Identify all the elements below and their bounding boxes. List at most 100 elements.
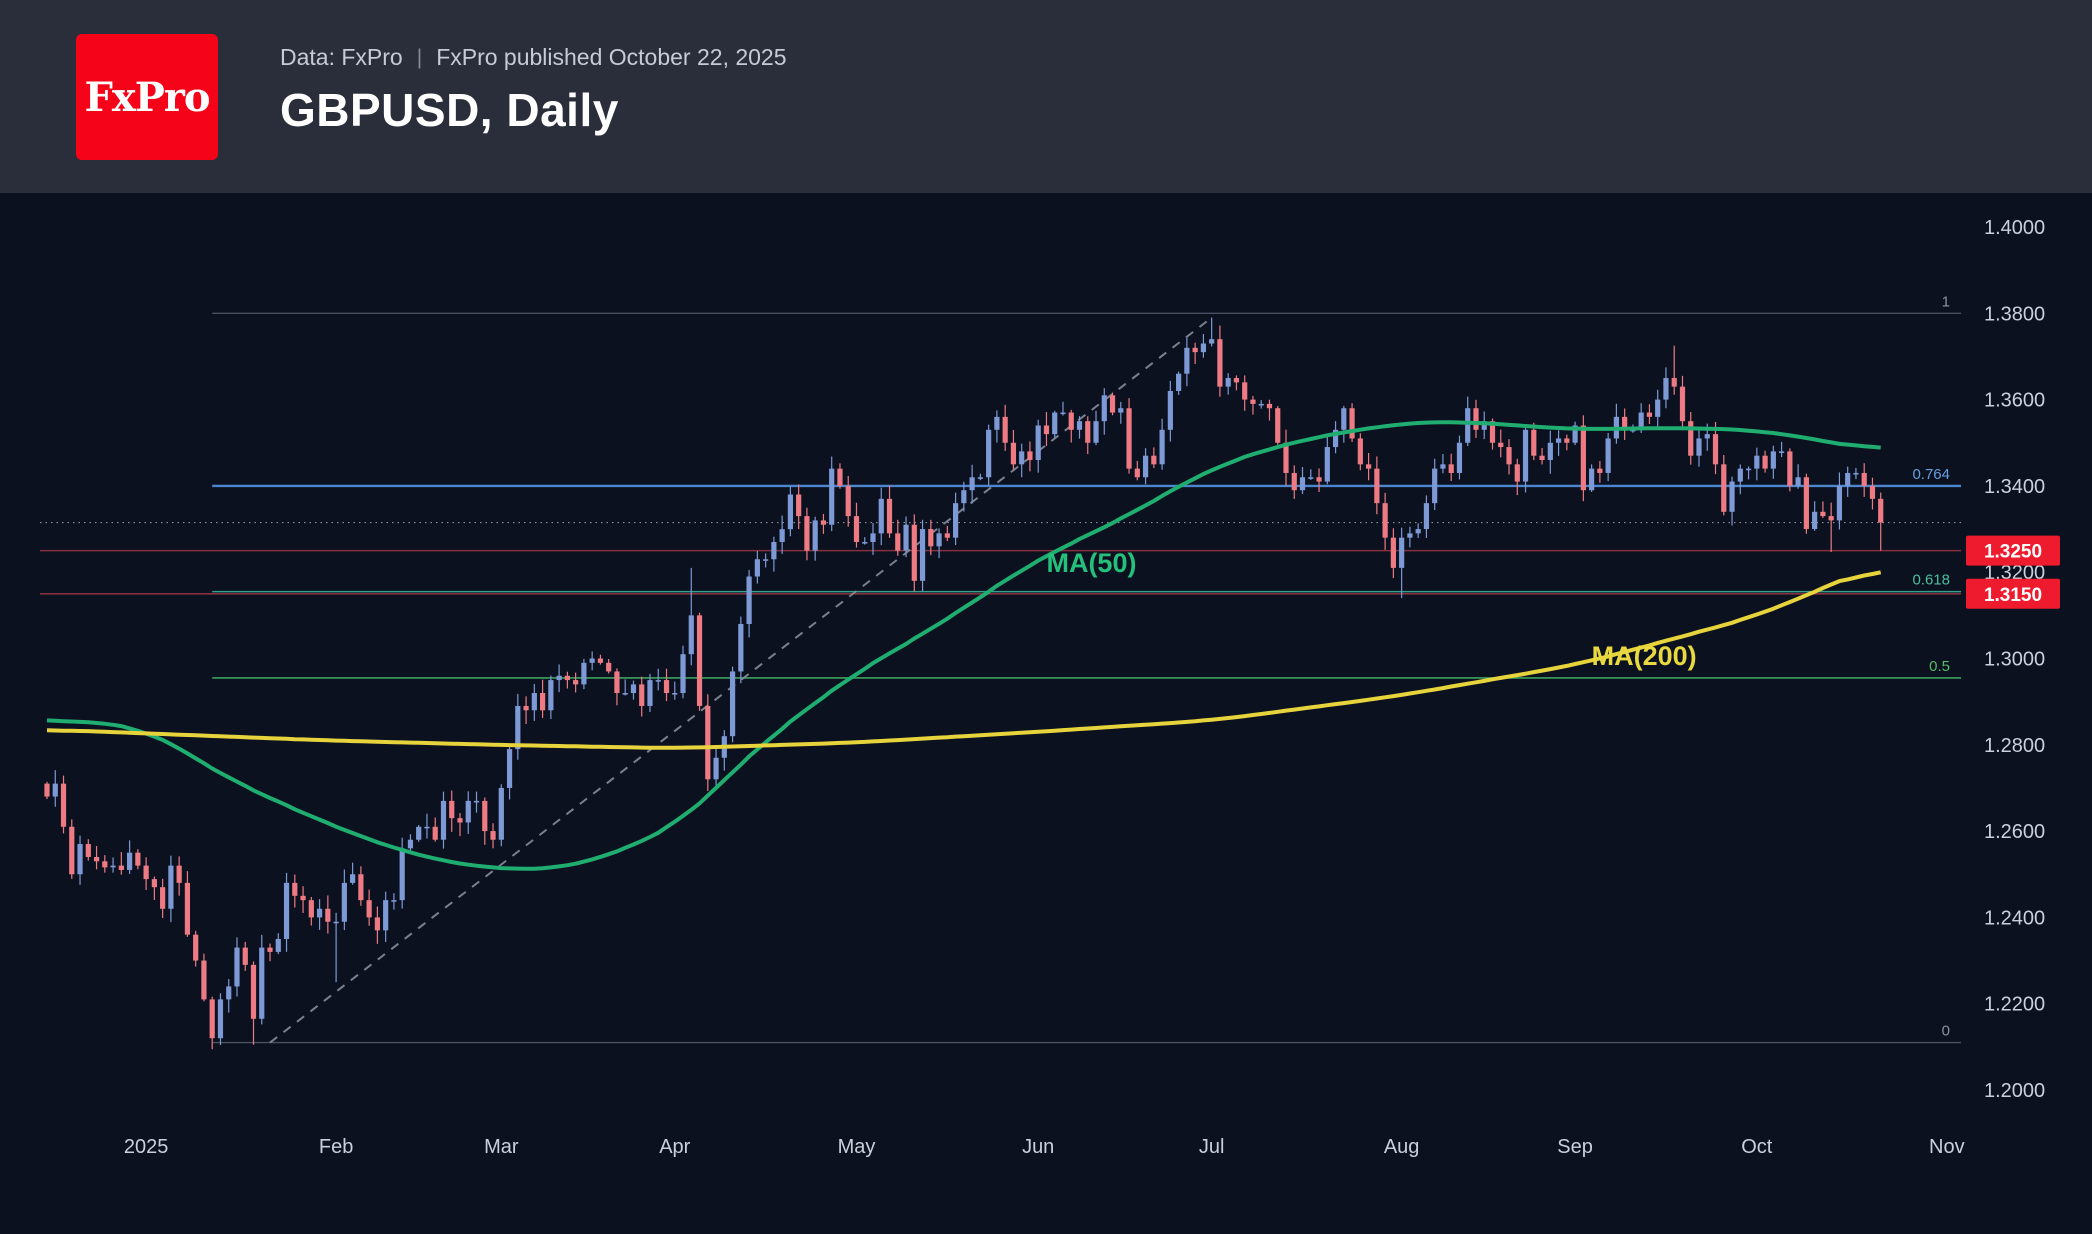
candle: [936, 533, 942, 547]
candle: [1481, 421, 1487, 430]
candle: [1291, 472, 1297, 491]
candle: [738, 623, 744, 672]
published-label: FxPro published October 22, 2025: [436, 44, 787, 70]
candle: [1704, 434, 1710, 439]
candle: [862, 541, 868, 544]
candle: [1159, 429, 1165, 465]
candle: [1539, 455, 1545, 461]
candle: [969, 477, 975, 491]
candle: [771, 541, 777, 560]
candle: [482, 800, 488, 832]
candle: [1184, 347, 1190, 374]
svg-text:Nov: Nov: [1929, 1136, 1965, 1158]
candle: [358, 874, 364, 901]
candle: [1712, 434, 1719, 465]
svg-text:2025: 2025: [124, 1136, 169, 1158]
candle: [77, 844, 83, 875]
candle: [1489, 421, 1496, 443]
candle: [432, 826, 438, 840]
header-text-block: Data: FxPro | FxPro published October 22…: [280, 44, 787, 137]
svg-text:Feb: Feb: [319, 1136, 353, 1158]
time-axis: 2025 Feb Mar Apr May Jun Jul Aug Sep Oct Nov: [124, 1136, 1965, 1158]
candle: [911, 524, 917, 581]
candle: [1142, 455, 1149, 478]
candle: [1382, 503, 1388, 538]
candle: [1828, 516, 1834, 521]
source-line: Data: FxPro | FxPro published October 22…: [280, 44, 787, 71]
candle: [1646, 412, 1653, 417]
candle: [457, 818, 463, 823]
candle: [796, 494, 802, 517]
svg-text:1.2600: 1.2600: [1984, 821, 2045, 843]
candle: [1688, 421, 1694, 456]
candle: [1332, 429, 1339, 448]
candle: [1126, 408, 1132, 469]
svg-text:Apr: Apr: [659, 1136, 690, 1158]
candle: [812, 520, 818, 551]
candle: [325, 908, 331, 922]
candle: [1432, 468, 1438, 504]
candle: [184, 882, 191, 935]
candle: [366, 900, 372, 918]
candle: [870, 533, 876, 542]
candle: [597, 658, 604, 663]
svg-text:0.764: 0.764: [1912, 466, 1950, 483]
svg-text:1.3150: 1.3150: [1984, 585, 2042, 606]
candle: [1167, 390, 1173, 430]
separator-glyph: |: [416, 45, 423, 69]
candle: [1217, 339, 1223, 387]
candle: [127, 852, 133, 870]
candle: [1052, 412, 1058, 435]
candle: [1555, 438, 1562, 443]
candle: [1845, 472, 1851, 486]
candle: [523, 705, 529, 711]
moving-averages: [46, 420, 1882, 871]
candle: [1316, 477, 1322, 482]
candle: [919, 529, 926, 581]
svg-text:Jul: Jul: [1199, 1136, 1225, 1158]
candle: [1027, 451, 1033, 461]
candle: [1415, 529, 1421, 534]
candle: [1754, 455, 1760, 469]
candle: [275, 938, 281, 952]
candle: [416, 826, 422, 840]
candle: [1399, 537, 1405, 568]
candle: [1242, 382, 1248, 400]
candle: [1762, 455, 1768, 469]
candle: [1597, 468, 1603, 473]
candle: [729, 671, 736, 737]
candle: [85, 844, 91, 857]
candle: [1010, 442, 1017, 465]
candle: [779, 529, 785, 542]
svg-text:1.3600: 1.3600: [1984, 390, 2045, 412]
candle: [573, 680, 579, 685]
candle: [845, 485, 851, 517]
candle: [143, 865, 149, 880]
svg-text:1.3000: 1.3000: [1984, 649, 2045, 671]
candle: [746, 576, 752, 624]
candle: [994, 416, 1000, 430]
candle: [655, 680, 661, 682]
candle: [878, 498, 884, 534]
svg-text:Aug: Aug: [1384, 1136, 1420, 1158]
candle: [886, 498, 893, 534]
candle: [383, 900, 389, 931]
candle: [1192, 347, 1198, 353]
candle: [1299, 477, 1306, 491]
candle: [1522, 429, 1529, 482]
candle: [1283, 442, 1289, 473]
candle: [787, 494, 793, 530]
candle: [201, 960, 207, 1000]
candle: [93, 856, 100, 862]
svg-text:Sep: Sep: [1557, 1136, 1593, 1158]
header-bar: FxPro Data: FxPro | FxPro published Octo…: [0, 0, 2092, 193]
svg-text:1.3250: 1.3250: [1984, 542, 2042, 563]
candle: [350, 874, 356, 883]
svg-text:1.3800: 1.3800: [1984, 303, 2045, 325]
candle: [176, 865, 182, 883]
candle: [490, 831, 496, 840]
candle: [1176, 373, 1182, 391]
candle: [763, 559, 769, 561]
candle: [52, 783, 58, 797]
candle: [69, 826, 75, 875]
